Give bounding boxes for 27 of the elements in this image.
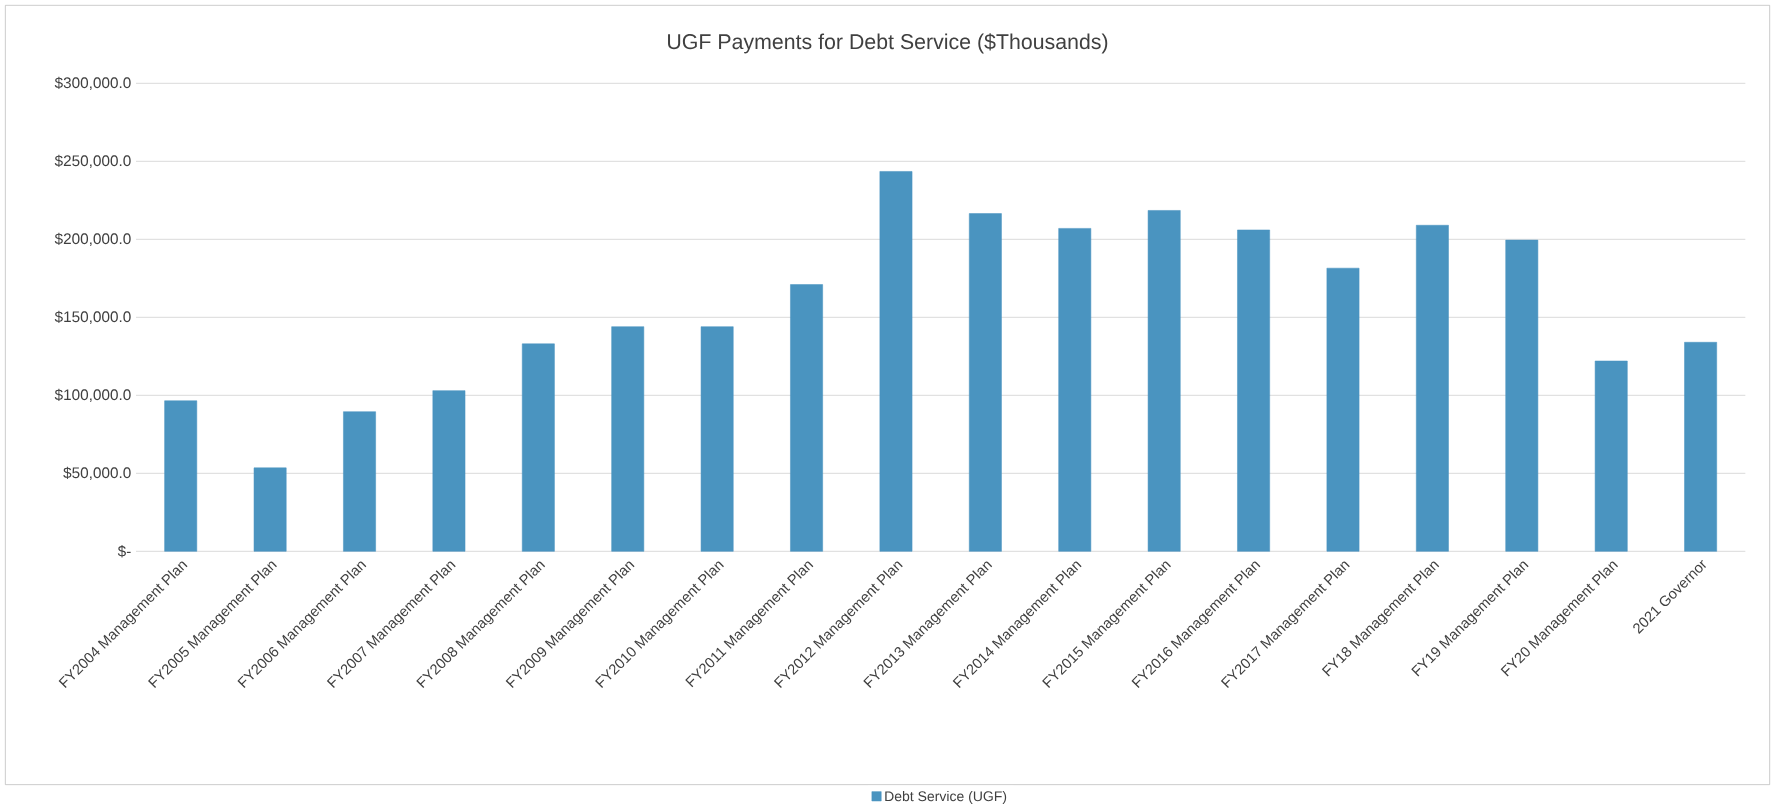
bar bbox=[253, 467, 287, 552]
bar bbox=[1237, 229, 1270, 552]
bar bbox=[1684, 341, 1717, 552]
y-tick-label: $200,000.0 bbox=[54, 232, 131, 246]
bar bbox=[432, 390, 466, 552]
bar bbox=[1594, 360, 1628, 552]
bar bbox=[343, 411, 376, 552]
bar bbox=[611, 326, 645, 552]
bar bbox=[1416, 224, 1449, 552]
chart-title: UGF Payments for Debt Service ($Thousands) bbox=[668, 33, 1108, 54]
bar bbox=[164, 400, 198, 552]
bar bbox=[790, 284, 823, 552]
bar bbox=[521, 343, 555, 552]
legend-label: Debt Service (UGF) bbox=[885, 790, 1007, 804]
y-tick-label: $50,000.0 bbox=[63, 466, 131, 480]
bar bbox=[879, 171, 913, 552]
bar bbox=[1505, 239, 1539, 552]
bar bbox=[969, 213, 1002, 552]
y-tick-label: $300,000.0 bbox=[54, 76, 131, 90]
y-tick-label: $- bbox=[117, 544, 131, 558]
y-tick-label: $100,000.0 bbox=[54, 388, 131, 402]
bar bbox=[1058, 227, 1092, 552]
y-tick-label: $250,000.0 bbox=[54, 154, 131, 168]
y-tick-label: $150,000.0 bbox=[54, 310, 131, 324]
bar bbox=[700, 326, 734, 552]
bar bbox=[1147, 210, 1181, 552]
bar bbox=[1326, 267, 1360, 552]
